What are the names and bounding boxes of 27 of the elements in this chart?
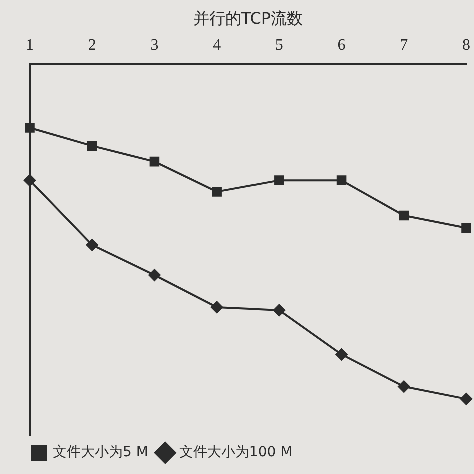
point xyxy=(148,269,161,282)
point xyxy=(211,301,224,314)
point xyxy=(462,223,472,233)
x-tick-label: 6 xyxy=(338,37,346,54)
x-tick-label: 2 xyxy=(88,37,96,54)
x-tick-label: 5 xyxy=(275,37,284,54)
x-tick-label: 8 xyxy=(462,37,470,54)
point xyxy=(398,380,410,393)
x-tick-label: 1 xyxy=(26,37,34,54)
point xyxy=(87,141,98,151)
legend-label: 文件大小为5 M xyxy=(53,444,148,461)
x-tick-label: 3 xyxy=(150,37,159,54)
point xyxy=(399,210,410,221)
point xyxy=(273,304,286,316)
legend-label: 文件大小为100 M xyxy=(179,444,293,461)
point xyxy=(274,176,284,186)
point xyxy=(25,123,35,133)
x-tick-label: 4 xyxy=(213,37,222,54)
point xyxy=(212,187,222,197)
point xyxy=(86,239,98,252)
x-axis-title: 并行的TCP流数 xyxy=(193,8,304,28)
point xyxy=(336,176,347,186)
point xyxy=(336,348,348,361)
point xyxy=(24,174,36,187)
x-tick-label: 7 xyxy=(400,37,408,54)
point xyxy=(460,393,472,406)
point xyxy=(150,156,160,167)
